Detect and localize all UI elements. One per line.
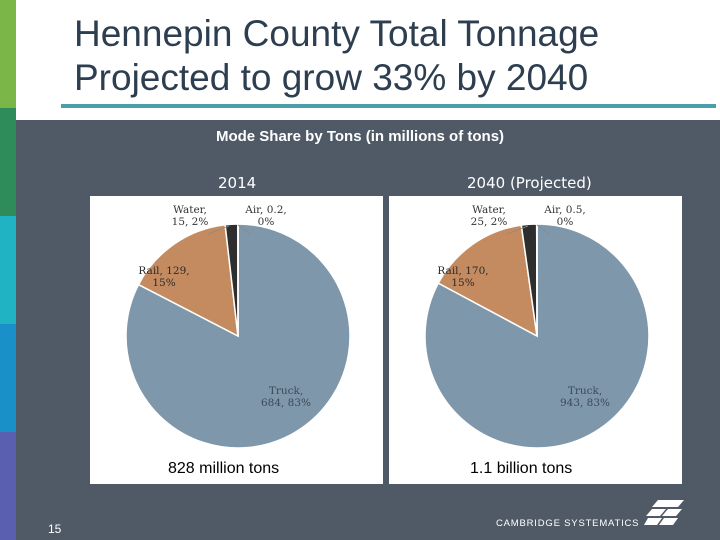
leader-line-air bbox=[536, 224, 550, 235]
data-label-truck: Truck, 684, 83% bbox=[261, 385, 311, 409]
strip-segment bbox=[0, 324, 16, 432]
year-label-2040: 2040 (Projected) bbox=[467, 174, 592, 192]
page-title-line-2: Projected to grow 33% by 2040 bbox=[74, 57, 589, 98]
strip-segment bbox=[0, 216, 16, 324]
data-label-water: Water, 15, 2% bbox=[172, 204, 209, 228]
pie-slice-rail bbox=[137, 223, 239, 338]
data-label-rail: Rail, 170, 15% bbox=[437, 265, 488, 289]
page-number: 15 bbox=[48, 522, 62, 536]
title-area: Hennepin County Total Tonnage Projected … bbox=[16, 0, 720, 120]
page-title-line-1: Hennepin County Total Tonnage bbox=[74, 13, 600, 54]
leader-line-water bbox=[506, 225, 529, 235]
data-label-water: Water, 25, 2% bbox=[471, 204, 508, 228]
strip-segment bbox=[0, 0, 16, 108]
strip-segment bbox=[0, 432, 16, 540]
left-color-strip bbox=[0, 0, 16, 540]
pie-chart-2014: Truck, 684, 83% Rail, 129, 15% Water, 15, 2% A… bbox=[125, 204, 351, 449]
logo-text: CAMBRIDGE SYSTEMATICS bbox=[496, 518, 640, 529]
page-title: Hennepin County Total Tonnage Projected … bbox=[74, 12, 599, 100]
data-label-air: Air, 0.2, 0% bbox=[244, 204, 287, 228]
chart-subtitle: Mode Share by Tons (in millions of tons) bbox=[215, 128, 505, 145]
total-label-2014: 828 million tons bbox=[168, 460, 280, 477]
leader-line-air bbox=[237, 224, 251, 235]
total-label-2040: 1.1 billion tons bbox=[470, 460, 573, 477]
data-label-truck: Truck, 943, 83% bbox=[560, 385, 610, 409]
year-label-2014: 2014 bbox=[218, 174, 257, 192]
pie-panel-2040: Truck, 943, 83% Rail, 170, 15% Water, 25, 2% A… bbox=[389, 196, 682, 484]
logo-mark-icon bbox=[644, 500, 684, 525]
strip-segment bbox=[0, 108, 16, 216]
data-label-rail: Rail, 129, 15% bbox=[138, 265, 189, 289]
pie-slice-rail bbox=[437, 224, 538, 338]
leader-line-water bbox=[207, 225, 230, 235]
company-logo: CAMBRIDGE SYSTEMATICS bbox=[496, 500, 686, 532]
title-rule bbox=[61, 104, 716, 108]
data-label-air: Air, 0.5, 0% bbox=[543, 204, 586, 228]
pie-chart-2040: Truck, 943, 83% Rail, 170, 15% Water, 25, 2% A… bbox=[424, 204, 650, 449]
pie-panel-2014: Truck, 684, 83% Rail, 129, 15% Water, 15, 2% A… bbox=[90, 196, 383, 484]
